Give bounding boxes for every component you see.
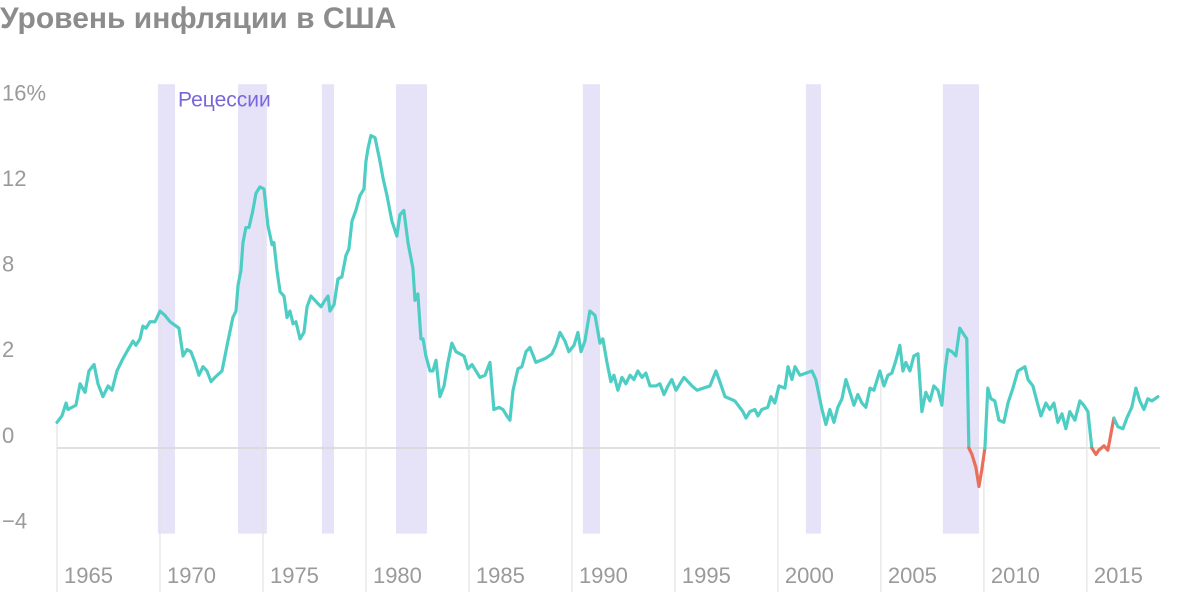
chart-title: Уровень инфляции в США	[0, 2, 396, 35]
x-tick-label: 2005	[888, 563, 937, 588]
inflation-line	[1112, 386, 1160, 431]
recession-label: Рецессии	[178, 89, 271, 112]
y-tick-label: 8	[2, 252, 14, 277]
recession-band	[582, 84, 600, 534]
inflation-line	[967, 446, 987, 489]
y-tick-label: 12	[2, 166, 26, 191]
y-tick-label: 16%	[2, 80, 46, 105]
recession-band	[942, 84, 979, 534]
y-tick-label: −4	[2, 508, 27, 533]
y-tick-label: 0	[2, 423, 14, 448]
x-tick-label: 1965	[64, 563, 113, 588]
x-tick-label: 2000	[785, 563, 834, 588]
x-tick-label: 1985	[476, 563, 525, 588]
recession-band	[157, 84, 176, 534]
x-tick-label: 1980	[373, 563, 422, 588]
x-tick-label: 1975	[270, 563, 319, 588]
x-tick-label: 2010	[991, 563, 1040, 588]
recession-band	[805, 84, 821, 534]
x-tick-label: 1995	[682, 563, 731, 588]
x-tick-label: 2015	[1094, 563, 1143, 588]
inflation-line	[55, 133, 971, 450]
inflation-line	[983, 365, 1094, 450]
y-tick-label: 2	[2, 337, 14, 362]
x-tick-label: 1990	[579, 563, 628, 588]
recession-band	[396, 84, 427, 534]
recession-band	[321, 84, 335, 534]
inflation-line	[1090, 416, 1116, 457]
recession-band	[238, 84, 267, 534]
x-tick-label: 1970	[167, 563, 216, 588]
